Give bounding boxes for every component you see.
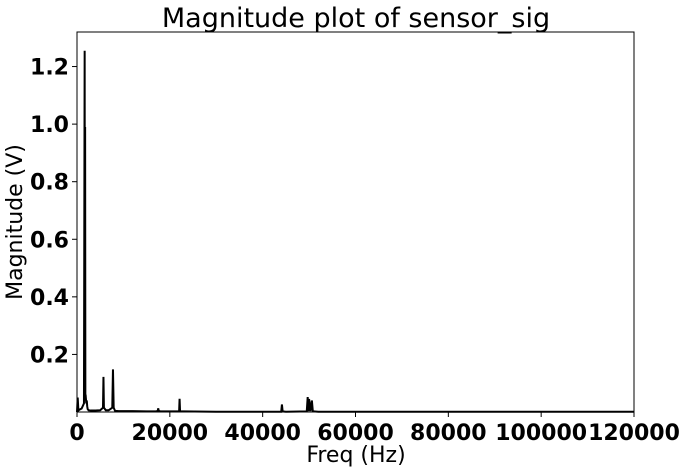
- x-tick-label: 60000: [317, 421, 394, 446]
- magnitude-series-line: [76, 50, 634, 413]
- x-tick-label: 20000: [132, 421, 209, 446]
- x-tick-label: 100000: [495, 421, 587, 446]
- y-tick-label: 1.0: [30, 113, 69, 138]
- y-tick-label: 0.2: [30, 343, 69, 368]
- x-axis-label: Freq (Hz): [306, 443, 405, 468]
- y-tick-label: 0.6: [30, 228, 69, 253]
- x-tick-label: 80000: [410, 421, 487, 446]
- plot-frame: [76, 31, 635, 413]
- series-group: [76, 50, 634, 413]
- x-axis-ticks: 0 20000 40000 60000 80000 100000 120000: [69, 412, 680, 446]
- x-tick-label: 120000: [588, 421, 680, 446]
- chart-title: Magnitude plot of sensor_sig: [162, 3, 550, 34]
- y-tick-label: 0.4: [30, 286, 69, 311]
- y-axis-ticks: 0.2 0.4 0.6 0.8 1.0 1.2: [30, 56, 77, 368]
- y-tick-label: 0.8: [30, 171, 69, 196]
- y-tick-label: 1.2: [30, 56, 69, 81]
- y-axis-label: Magnitude (V): [3, 144, 28, 300]
- x-tick-label: 40000: [224, 421, 301, 446]
- x-tick-label: 0: [69, 421, 84, 446]
